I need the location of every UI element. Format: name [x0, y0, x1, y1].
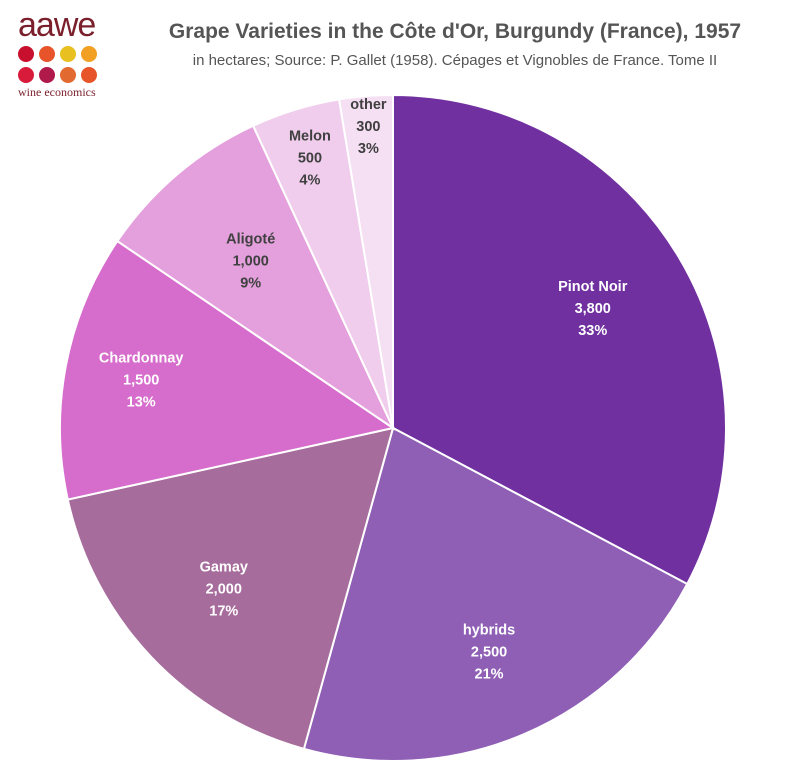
slice-label: Chardonnay 1,500 13%	[99, 351, 184, 411]
logo-dot	[39, 46, 55, 62]
slice-label: Melon 500 4%	[289, 128, 331, 188]
slice-label: Gamay 2,000 17%	[200, 559, 248, 619]
pie-slice-other	[337, 93, 394, 429]
logo-dot	[18, 67, 34, 83]
logo-dot	[60, 67, 76, 83]
slice-label: other 300 3%	[350, 97, 387, 157]
logo-dot	[81, 67, 97, 83]
logo-dots	[18, 46, 118, 83]
slice-label: hybrids 2,500 21%	[463, 622, 515, 682]
slice-label: Aligoté 1,000 9%	[226, 231, 275, 291]
logo-dot	[60, 46, 76, 62]
pie-slice-gamay	[66, 426, 395, 751]
logo-dot	[81, 46, 97, 62]
chart-title: Grape Varieties in the Côte d'Or, Burgun…	[168, 20, 742, 43]
pie-slice-aligot-	[115, 124, 396, 431]
pie-slice-pinot-noir	[392, 93, 727, 586]
logo-tagline: wine economics	[18, 85, 96, 99]
logo-dot	[18, 46, 34, 62]
aawe-logo: aawe wine economics	[18, 8, 118, 100]
logo-dot	[39, 67, 55, 83]
pie-slice-chardonnay	[59, 239, 396, 501]
pie-slice-hybrids	[302, 426, 689, 762]
slice-label: Pinot Noir 3,800 33%	[558, 279, 628, 339]
chart-subtitle: in hectares; Source: P. Gallet (1958). C…	[192, 52, 718, 69]
logo-wordmark: aawe	[18, 6, 96, 44]
